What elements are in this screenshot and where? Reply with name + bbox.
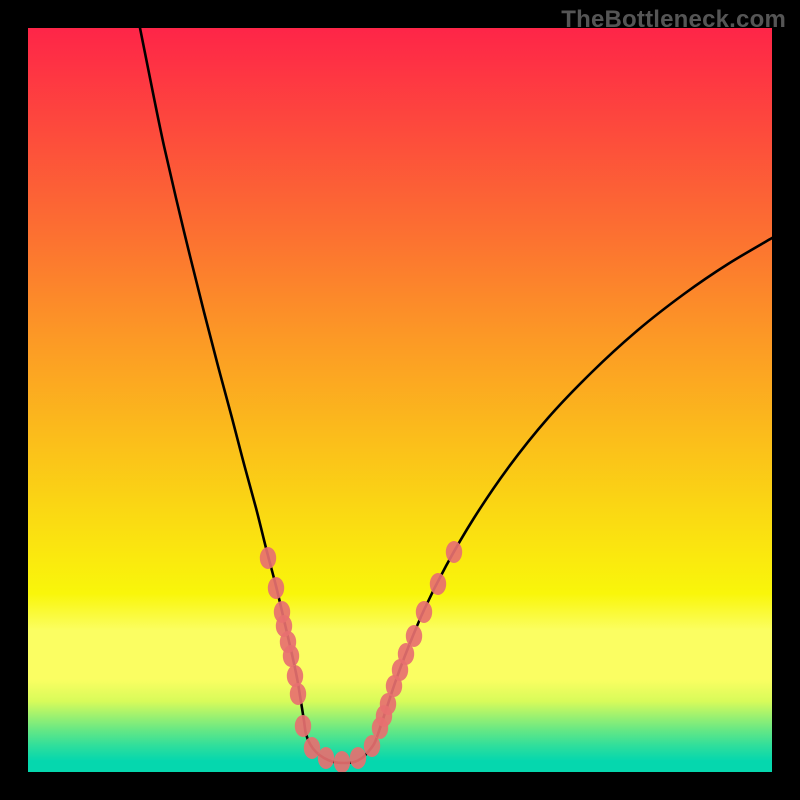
marker-left: [290, 683, 306, 705]
marker-bottom: [318, 747, 334, 769]
marker-bottom: [304, 737, 320, 759]
marker-right: [430, 573, 446, 595]
marker-left: [268, 577, 284, 599]
marker-right: [406, 625, 422, 647]
marker-left: [295, 715, 311, 737]
plot-area: [28, 28, 772, 772]
plot-svg: [28, 28, 772, 772]
marker-right: [446, 541, 462, 563]
marker-bottom: [350, 747, 366, 769]
marker-left: [283, 645, 299, 667]
marker-right: [416, 601, 432, 623]
marker-bottom: [334, 751, 350, 772]
chart-root: TheBottleneck.com: [0, 0, 800, 800]
marker-left: [260, 547, 276, 569]
